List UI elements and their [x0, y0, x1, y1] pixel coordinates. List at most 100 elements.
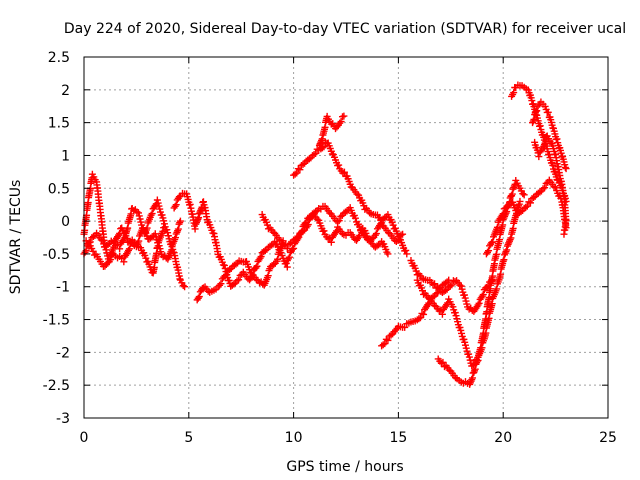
- data-point: [452, 374, 460, 382]
- data-point: [115, 231, 123, 239]
- chart-title: Day 224 of 2020, Sidereal Day-to-day VTE…: [64, 21, 626, 37]
- data-point: [483, 248, 491, 256]
- data-point: [171, 202, 179, 210]
- data-point: [535, 153, 543, 161]
- data-point: [294, 165, 302, 173]
- data-point: [541, 184, 549, 192]
- plot-frame: [83, 56, 609, 419]
- data-point: [133, 208, 141, 216]
- data-point: [336, 119, 344, 127]
- data-point: [195, 293, 203, 301]
- data-point: [261, 247, 269, 255]
- data-layer: [80, 81, 570, 388]
- data-point: [381, 340, 389, 348]
- data-point: [482, 283, 490, 291]
- data-point: [332, 229, 340, 237]
- data-point: [154, 242, 162, 250]
- axis-layer: 0 5 10 15 20 25 -3 -2.5 -2 -1.5 -1 -0.5 0 0.5 1 1.5 2 2.5: [43, 50, 617, 446]
- data-point: [264, 225, 272, 233]
- data-point: [544, 108, 552, 116]
- data-point: [522, 203, 530, 211]
- data-point: [290, 244, 298, 252]
- data-point: [181, 283, 189, 291]
- data-point: [324, 235, 332, 243]
- data-point: [478, 292, 486, 300]
- data-point: [256, 254, 264, 262]
- data-point: [236, 271, 244, 279]
- data-point: [304, 221, 312, 229]
- data-point: [387, 331, 395, 339]
- y-tick-label: 2.5: [48, 50, 70, 66]
- data-point: [126, 240, 134, 248]
- data-point: [275, 236, 283, 244]
- data-point: [424, 294, 432, 302]
- data-point: [438, 310, 446, 318]
- data-point: [168, 246, 176, 254]
- data-point: [340, 168, 348, 176]
- data-point: [252, 276, 260, 284]
- data-point: [401, 323, 409, 331]
- data-point: [284, 255, 292, 263]
- series-track-h: [290, 112, 348, 179]
- data-point: [415, 315, 423, 323]
- data-point: [194, 294, 202, 302]
- data-point: [320, 227, 328, 235]
- data-point: [475, 299, 483, 307]
- data-point: [296, 166, 304, 174]
- y-tick-label: 0.5: [48, 181, 70, 197]
- data-point: [305, 155, 313, 163]
- data-point: [120, 258, 128, 266]
- data-point: [431, 302, 439, 310]
- data-point: [479, 291, 487, 299]
- data-point: [379, 341, 387, 349]
- series-track-q: [531, 132, 570, 238]
- data-point: [274, 255, 282, 263]
- data-point: [539, 185, 547, 193]
- data-point: [299, 227, 307, 235]
- data-point: [503, 203, 511, 211]
- data-point: [333, 123, 341, 131]
- data-point: [235, 276, 243, 284]
- data-point: [356, 231, 364, 239]
- data-point: [318, 144, 326, 152]
- data-point: [474, 301, 482, 309]
- data-point: [351, 214, 359, 222]
- series-track-c: [82, 224, 168, 277]
- data-point: [233, 277, 241, 285]
- data-point: [176, 217, 184, 225]
- data-point: [489, 238, 497, 246]
- data-point: [105, 257, 113, 265]
- x-tick-label: 25: [599, 430, 617, 446]
- data-point: [536, 148, 544, 156]
- data-point: [448, 281, 456, 289]
- data-point: [199, 284, 207, 292]
- data-point: [485, 247, 493, 255]
- data-point: [339, 169, 347, 177]
- data-point: [510, 89, 518, 97]
- data-point: [424, 301, 432, 309]
- data-point: [403, 250, 411, 258]
- data-point: [81, 248, 89, 256]
- data-point: [530, 194, 538, 202]
- y-tick-label: -2.5: [43, 378, 70, 394]
- y-axis-title: SDTVAR / TECUs: [8, 180, 24, 295]
- data-point: [504, 202, 512, 210]
- data-point: [451, 278, 459, 286]
- data-point: [130, 207, 138, 215]
- data-point: [456, 281, 464, 289]
- data-point: [337, 118, 345, 126]
- data-point: [429, 281, 437, 289]
- data-point: [303, 222, 311, 230]
- data-point: [124, 246, 132, 254]
- data-point: [293, 169, 301, 177]
- data-point: [253, 262, 261, 270]
- data-point: [468, 362, 476, 370]
- data-point: [516, 197, 524, 205]
- data-point: [533, 107, 541, 115]
- data-point: [312, 149, 320, 157]
- data-point: [223, 271, 231, 279]
- data-point: [420, 310, 428, 318]
- data-point: [397, 231, 405, 239]
- data-point: [335, 217, 343, 225]
